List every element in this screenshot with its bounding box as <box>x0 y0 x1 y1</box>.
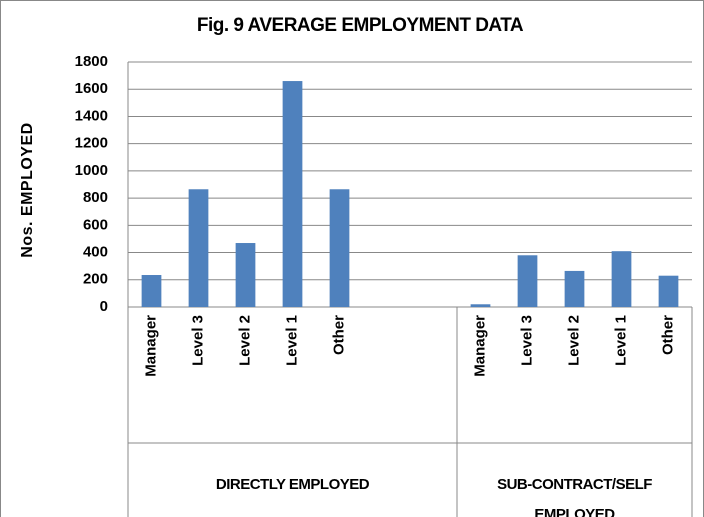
x-tick-label: Other <box>659 315 676 355</box>
y-tick-label: 1800 <box>75 53 108 70</box>
x-tick-label: Level 1 <box>283 315 300 366</box>
bar <box>235 243 256 307</box>
x-tick-label: Level 3 <box>518 315 535 366</box>
x-tick-label: Other <box>330 315 347 355</box>
y-axis-label: Nos. EMPLOYED <box>19 122 36 257</box>
bar <box>329 189 350 307</box>
x-tick-label: Level 1 <box>612 315 629 366</box>
bar <box>282 81 303 307</box>
bar <box>470 304 491 307</box>
y-tick-label: 800 <box>83 189 108 206</box>
y-tick-label: 1000 <box>75 162 108 179</box>
y-tick-label: 1600 <box>75 80 108 97</box>
group-label: SUB-CONTRACT/SELF EMPLOYED <box>497 476 652 517</box>
x-tick-label: Manager <box>142 315 159 377</box>
bar <box>141 275 162 307</box>
y-tick-label: 400 <box>83 244 108 261</box>
y-tick-label: 0 <box>100 298 108 315</box>
x-tick-label: Manager <box>471 315 488 377</box>
y-tick-label: 1200 <box>75 135 108 152</box>
bar <box>611 251 632 307</box>
x-tick-label: Level 2 <box>236 315 253 366</box>
chart-title: Fig. 9 AVERAGE EMPLOYMENT DATA <box>197 15 524 36</box>
group-label: DIRECTLY EMPLOYED <box>216 476 370 493</box>
x-tick-label: Level 2 <box>565 315 582 366</box>
y-tick-label: 200 <box>83 271 108 288</box>
y-tick-label: 600 <box>83 216 108 233</box>
bar <box>517 255 538 307</box>
bar <box>658 275 679 307</box>
y-tick-label: 1400 <box>75 107 108 124</box>
bar <box>188 189 209 307</box>
x-tick-label: Level 3 <box>189 315 206 366</box>
bar <box>564 270 585 307</box>
